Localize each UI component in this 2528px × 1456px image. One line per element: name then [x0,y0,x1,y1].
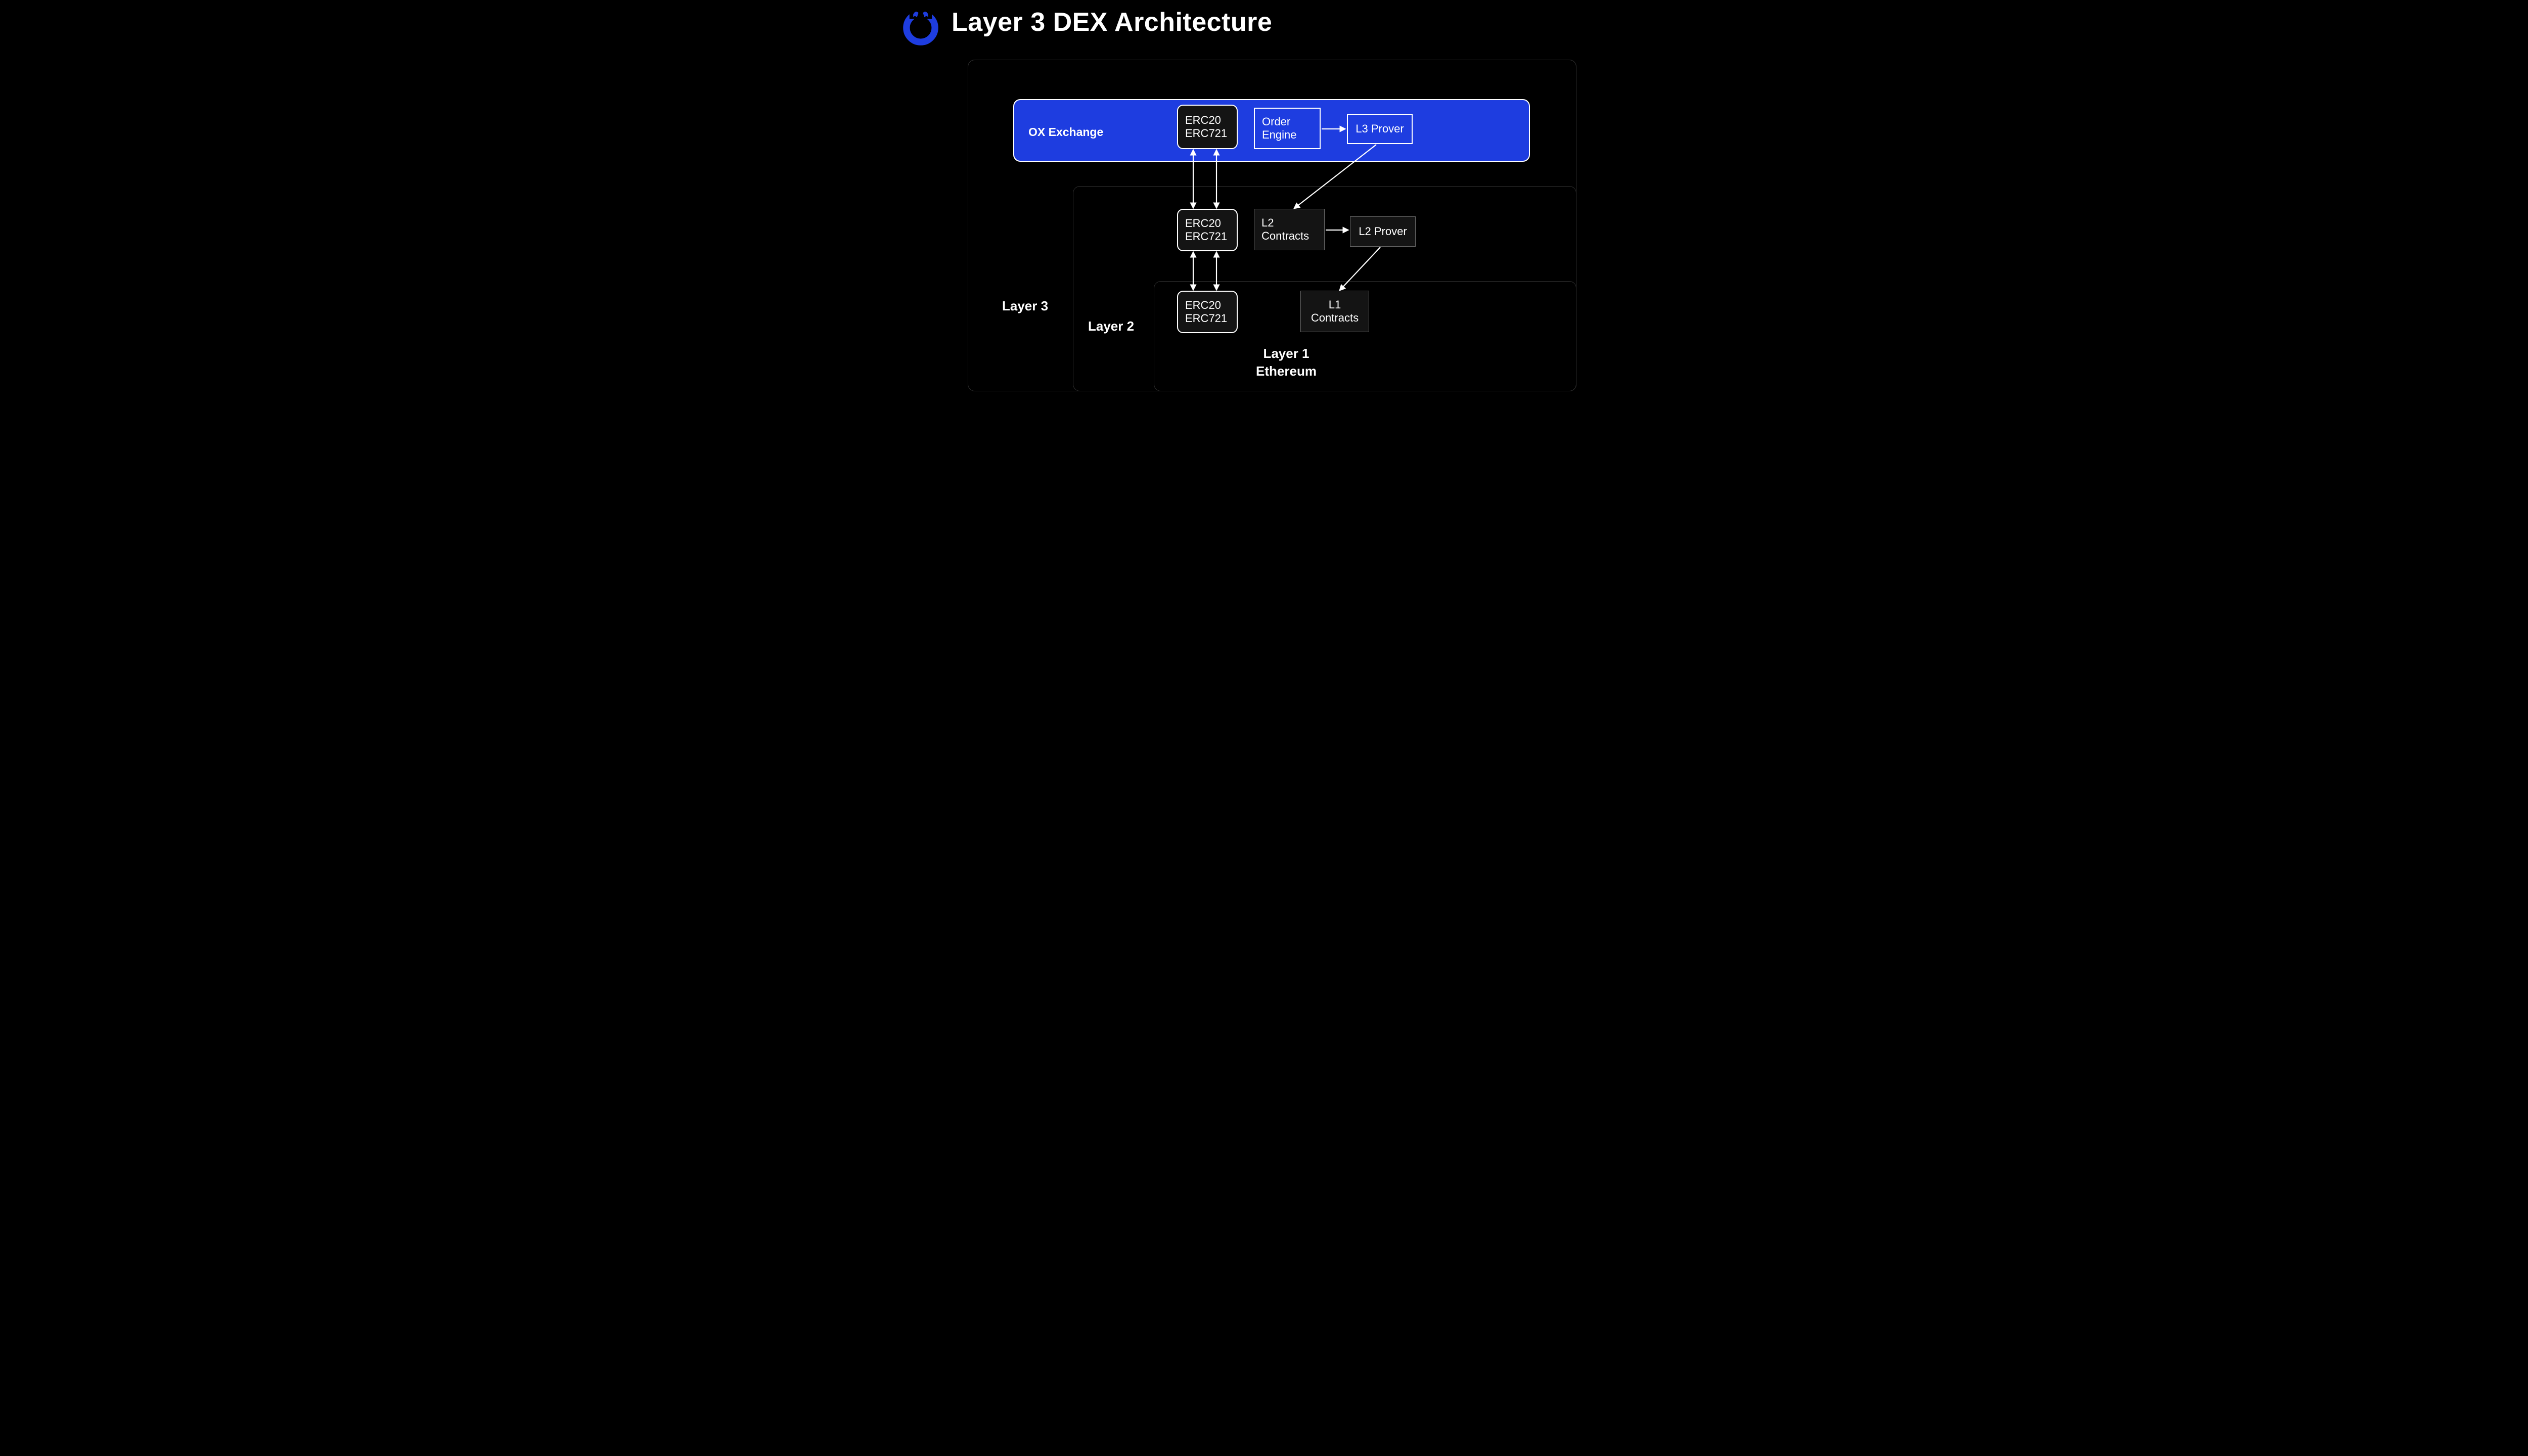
layer1-label: Layer 1 Ethereum [1236,346,1337,379]
node-order_engine-line2: Engine [1262,128,1320,142]
node-order_engine: OrderEngine [1254,108,1321,149]
node-l3_erc-line2: ERC721 [1185,127,1237,140]
node-l2_prover-line1: L2 Prover [1359,225,1407,238]
node-l1_erc-line1: ERC20 [1185,299,1237,312]
node-l2_contracts-line1: L2 [1261,216,1324,230]
diagram-canvas: Layer 3 DEX Architecture OX Exchange ERC… [890,0,1638,421]
node-l3_prover-line1: L3 Prover [1356,122,1404,135]
node-l2_contracts-line2: Contracts [1261,230,1324,243]
node-l1_erc-line2: ERC721 [1185,312,1237,325]
node-l2_erc: ERC20ERC721 [1177,209,1238,251]
layer1-label-line2: Ethereum [1236,363,1337,379]
layer2-label: Layer 2 [1088,318,1134,334]
layer1-label-line1: Layer 1 [1236,346,1337,361]
layer3-label: Layer 3 [1002,298,1048,314]
node-l2_prover: L2 Prover [1350,216,1416,247]
node-l3_prover: L3 Prover [1347,114,1413,144]
node-l2_erc-line1: ERC20 [1185,217,1237,230]
node-l2_contracts: L2Contracts [1254,209,1325,250]
node-l1_erc: ERC20ERC721 [1177,291,1238,333]
node-l3_erc-line1: ERC20 [1185,114,1237,127]
page-title: Layer 3 DEX Architecture [952,7,1272,37]
ox-logo-icon [902,9,939,47]
node-order_engine-line1: Order [1262,115,1320,128]
node-l2_erc-line2: ERC721 [1185,230,1237,243]
node-l1_contracts: L1Contracts [1300,291,1369,332]
node-l3_erc: ERC20ERC721 [1177,105,1238,149]
node-l1_contracts-line1: L1 [1329,298,1341,311]
ox-exchange-label: OX Exchange [1028,125,1103,139]
node-l1_contracts-line2: Contracts [1311,311,1359,325]
